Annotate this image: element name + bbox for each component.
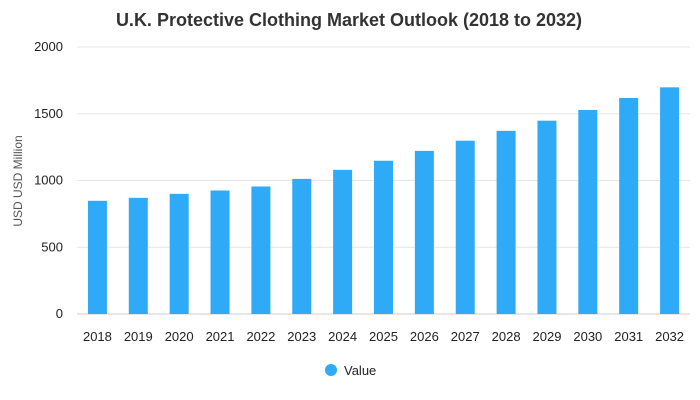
x-tick-label: 2024 bbox=[328, 329, 357, 344]
x-tick-label: 2027 bbox=[451, 329, 480, 344]
y-axis-title: USD USD Million bbox=[11, 135, 25, 226]
bar-2029[interactable] bbox=[537, 120, 557, 314]
bars bbox=[87, 87, 680, 315]
x-tick-label: 2022 bbox=[246, 329, 275, 344]
legend-marker-value bbox=[325, 364, 337, 376]
bar-2021[interactable] bbox=[210, 190, 230, 314]
y-axis-ticks: 0 500 1000 1500 2000 bbox=[34, 39, 63, 321]
bar-2024[interactable] bbox=[333, 169, 353, 314]
bar-2031[interactable] bbox=[619, 97, 639, 314]
x-tick-label: 2019 bbox=[124, 329, 153, 344]
bar-2025[interactable] bbox=[374, 160, 393, 314]
bar-2030[interactable] bbox=[578, 110, 598, 315]
bar-2032[interactable] bbox=[660, 87, 680, 314]
x-tick-label: 2031 bbox=[614, 329, 643, 344]
x-tick-label: 2029 bbox=[533, 329, 562, 344]
x-tick-label: 2032 bbox=[655, 329, 684, 344]
y-tick-label: 1000 bbox=[34, 173, 63, 188]
bar-2028[interactable] bbox=[496, 130, 516, 314]
bar-2019[interactable] bbox=[128, 197, 148, 314]
x-tick-label: 2030 bbox=[573, 329, 602, 344]
x-tick-label: 2028 bbox=[492, 329, 521, 344]
bar-2023[interactable] bbox=[292, 178, 312, 314]
chart-title: U.K. Protective Clothing Market Outlook … bbox=[116, 10, 582, 30]
x-tick-label: 2026 bbox=[410, 329, 439, 344]
y-tick-label: 0 bbox=[56, 306, 63, 321]
x-tick-label: 2025 bbox=[369, 329, 398, 344]
x-tick-label: 2023 bbox=[287, 329, 316, 344]
bar-2027[interactable] bbox=[455, 140, 475, 314]
bar-2022[interactable] bbox=[251, 186, 271, 314]
y-tick-label: 1500 bbox=[34, 106, 63, 121]
bar-2018[interactable] bbox=[87, 200, 107, 314]
y-tick-label: 500 bbox=[41, 239, 63, 254]
bar-2020[interactable] bbox=[169, 193, 189, 314]
x-axis-ticks: 2018 2019 2020 2021 2022 2023 2024 2025 2026 2027… bbox=[83, 329, 684, 344]
x-tick-label: 2021 bbox=[206, 329, 235, 344]
bar-2026[interactable] bbox=[414, 150, 434, 314]
y-tick-label: 2000 bbox=[34, 39, 63, 54]
legend-label-value: Value bbox=[344, 363, 376, 378]
legend[interactable]: Value bbox=[325, 363, 376, 378]
x-tick-label: 2018 bbox=[83, 329, 112, 344]
x-tick-label: 2020 bbox=[165, 329, 194, 344]
